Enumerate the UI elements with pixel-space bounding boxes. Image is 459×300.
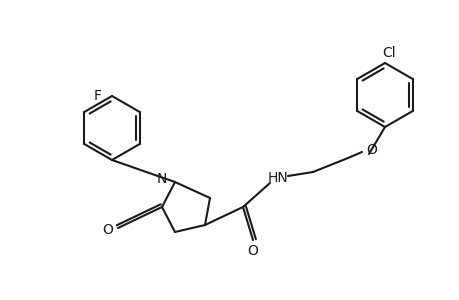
Text: N: N (156, 172, 167, 186)
Text: O: O (247, 244, 258, 258)
Text: F: F (94, 89, 102, 103)
Text: O: O (366, 143, 377, 157)
Text: Cl: Cl (381, 46, 395, 60)
Text: HN: HN (267, 171, 288, 185)
Text: O: O (102, 223, 113, 237)
